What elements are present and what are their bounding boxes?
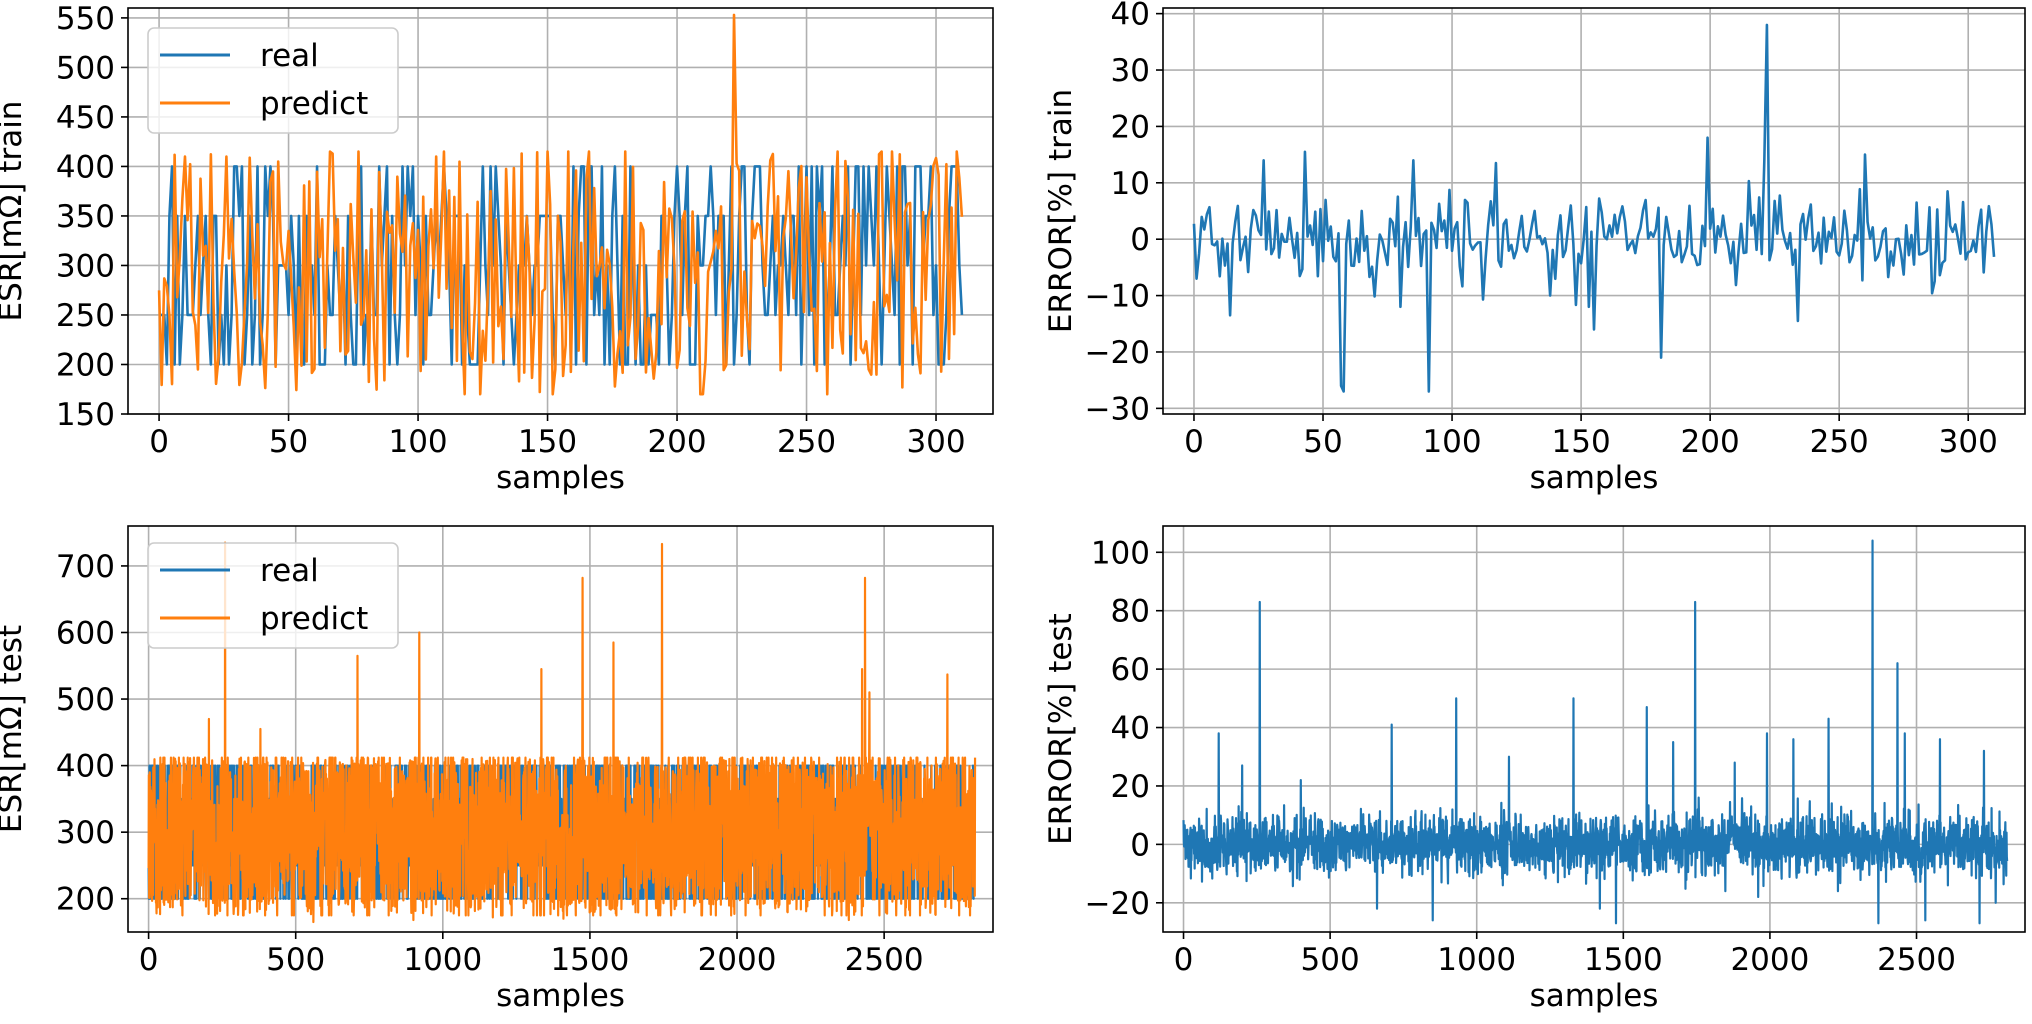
series-line-predict — [157, 13, 964, 396]
x-tick-label: 0 — [1184, 424, 1204, 460]
plot-frame — [127, 525, 994, 933]
chart-train-error: 0 50 100 150 200 250 300 −30 −20 −10 0 10 20 30 40 samp… — [1043, 0, 2026, 496]
y-tick-label: 550 — [56, 1, 115, 37]
x-tick-label: 300 — [906, 424, 965, 460]
legend-label-real: real — [260, 553, 319, 589]
x-tick-label: 1500 — [1584, 942, 1663, 978]
x-tick-label: 500 — [1301, 942, 1360, 978]
x-tick-label: 2500 — [845, 942, 924, 978]
chart-test-esr: 0 500 1000 1500 2000 2500 200 300 400 500 600 700 sa… — [0, 525, 994, 1014]
y-tick-label: 0 — [1130, 222, 1150, 258]
x-axis-label: samples — [496, 460, 625, 496]
x-tick-label: 2000 — [1730, 942, 1809, 978]
y-tick-label: 60 — [1111, 652, 1150, 688]
y-tick-label: 200 — [56, 347, 115, 383]
x-tick-label: 50 — [269, 424, 308, 460]
y-axis-label: ESR[mΩ] test — [0, 625, 29, 833]
y-tick-label: −20 — [1085, 335, 1150, 371]
y-tick-label: 80 — [1111, 594, 1150, 630]
y-tick-label: 20 — [1111, 769, 1150, 805]
x-tick-label: 0 — [1174, 942, 1194, 978]
y-tick-label: 600 — [56, 615, 115, 651]
series-line-error — [1192, 23, 1996, 393]
series-line-predict — [147, 541, 977, 924]
plot-frame — [127, 7, 994, 415]
y-tick-label: 400 — [56, 149, 115, 185]
series-line-error — [1182, 539, 2009, 925]
x-tick-label: 300 — [1939, 424, 1998, 460]
x-tick-label: 1000 — [1437, 942, 1516, 978]
plot-frame — [1162, 525, 2026, 933]
y-tick-label: 10 — [1111, 166, 1150, 202]
y-tick-label: 20 — [1111, 109, 1150, 145]
x-tick-label: 250 — [1810, 424, 1869, 460]
legend-label-predict: predict — [260, 86, 368, 122]
y-tick-label: −30 — [1085, 391, 1150, 427]
y-tick-label: 200 — [56, 882, 115, 918]
x-tick-label: 250 — [777, 424, 836, 460]
y-tick-label: 0 — [1130, 827, 1150, 863]
x-tick-label: 500 — [266, 942, 325, 978]
y-tick-label: 500 — [56, 682, 115, 718]
x-tick-label: 0 — [149, 424, 169, 460]
x-tick-label: 100 — [388, 424, 447, 460]
y-tick-label: 150 — [56, 397, 115, 433]
x-tick-label: 1500 — [550, 942, 629, 978]
x-tick-label: 1000 — [403, 942, 482, 978]
x-tick-label: 200 — [647, 424, 706, 460]
x-axis-label: samples — [1530, 978, 1659, 1014]
y-axis-label: ESR[mΩ] train — [0, 101, 29, 322]
y-tick-label: 300 — [56, 815, 115, 851]
y-axis-label: ERROR[%] test — [1043, 613, 1079, 845]
y-tick-label: 400 — [56, 749, 115, 785]
y-tick-label: 250 — [56, 298, 115, 334]
x-tick-label: 100 — [1422, 424, 1481, 460]
y-tick-label: 350 — [56, 199, 115, 235]
y-tick-label: −20 — [1085, 886, 1150, 922]
y-tick-label: 100 — [1091, 535, 1150, 571]
x-tick-label: 0 — [139, 942, 159, 978]
y-axis-label: ERROR[%] train — [1043, 89, 1079, 333]
x-tick-label: 150 — [518, 424, 577, 460]
y-tick-label: 40 — [1111, 711, 1150, 747]
x-tick-label: 200 — [1681, 424, 1740, 460]
legend: real predict — [147, 27, 399, 134]
x-tick-label: 50 — [1303, 424, 1342, 460]
chart-test-error: 0 500 1000 1500 2000 2500 −20 0 20 40 60 80 100 sampl… — [1043, 525, 2026, 1014]
legend-label-predict: predict — [260, 601, 368, 637]
legend: real predict — [147, 542, 399, 649]
chart-train-esr: 0 50 100 150 200 250 300 150 200 250 300 350 400 450 5… — [0, 1, 994, 496]
y-tick-label: −10 — [1085, 279, 1150, 315]
y-tick-label: 300 — [56, 248, 115, 284]
legend-label-real: real — [260, 38, 319, 74]
x-axis-label: samples — [1530, 460, 1659, 496]
y-tick-label: 30 — [1111, 53, 1150, 89]
y-tick-label: 40 — [1111, 0, 1150, 33]
plot-frame — [1162, 7, 2026, 415]
x-tick-label: 150 — [1552, 424, 1611, 460]
x-axis-label: samples — [496, 978, 625, 1014]
y-tick-label: 500 — [56, 50, 115, 86]
x-tick-label: 2000 — [698, 942, 777, 978]
y-tick-label: 450 — [56, 100, 115, 136]
x-tick-label: 2500 — [1877, 942, 1956, 978]
y-tick-label: 700 — [56, 549, 115, 585]
